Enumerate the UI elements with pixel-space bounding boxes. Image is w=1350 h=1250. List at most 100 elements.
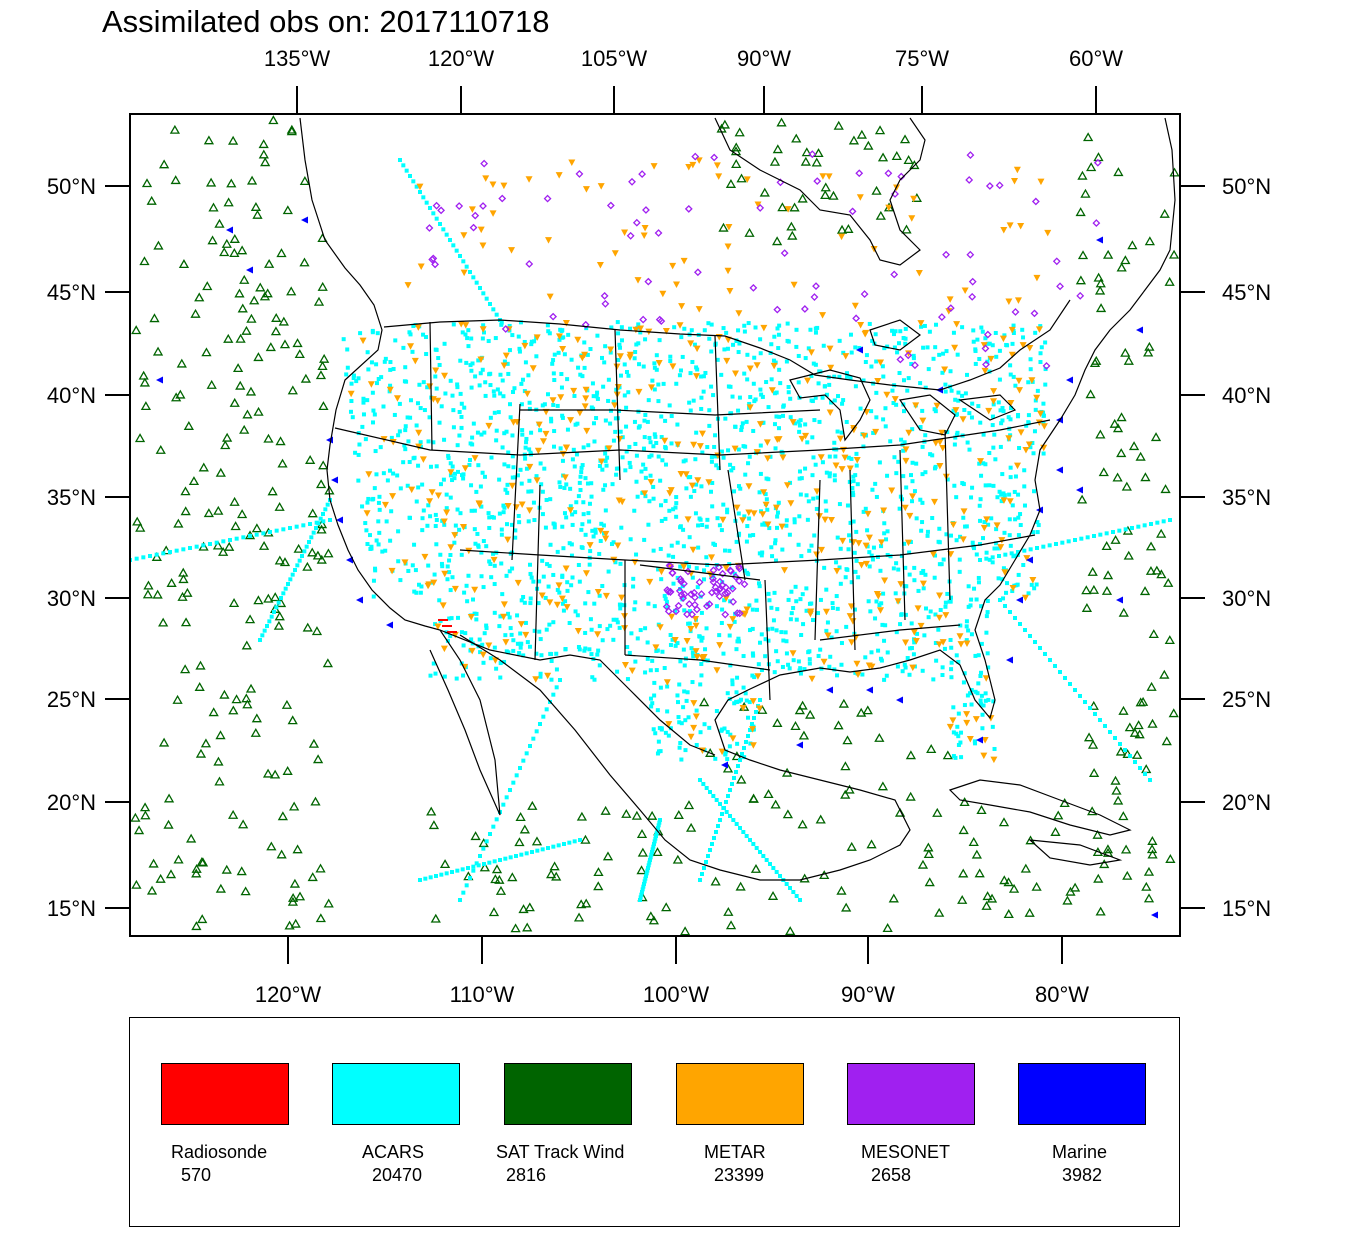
metar-marker [674, 441, 682, 449]
acars-marker [985, 359, 990, 364]
metar-marker [502, 352, 510, 360]
metar-marker [500, 182, 508, 190]
acars-marker [880, 364, 885, 369]
acars-marker [426, 563, 431, 568]
acars-marker [735, 675, 740, 680]
sat-wind-marker [789, 202, 800, 212]
acars-marker [798, 666, 803, 671]
metar-marker [485, 642, 493, 649]
acars-marker [945, 430, 950, 435]
acars-marker [498, 614, 503, 619]
acars-marker [956, 742, 961, 747]
metar-marker [885, 204, 893, 212]
acars-marker [444, 492, 449, 497]
acars-marker [581, 445, 586, 450]
acars-marker [779, 630, 784, 635]
sat-wind-marker [215, 883, 226, 893]
acars-marker [786, 597, 791, 602]
acars-marker [569, 357, 574, 362]
acars-marker [949, 645, 954, 650]
acars-marker [1026, 420, 1031, 425]
metar-marker [626, 354, 634, 361]
acars-marker [495, 387, 500, 392]
acars-marker [561, 546, 566, 551]
great-lakes [789, 319, 1017, 442]
acars-marker [410, 563, 415, 568]
sat-wind-marker [287, 715, 298, 725]
acars-marker [658, 503, 663, 508]
sat-wind-marker [785, 926, 796, 936]
acars-marker [351, 373, 356, 378]
acars-marker [873, 332, 878, 337]
acars-marker [947, 599, 952, 604]
mesonet-marker [697, 590, 706, 599]
acars-marker [968, 691, 973, 696]
sat-wind-marker [1088, 700, 1099, 710]
metar-marker [749, 726, 757, 733]
acars-marker [990, 560, 995, 565]
sat-wind-marker [1148, 629, 1159, 639]
acars-marker [470, 435, 475, 440]
acars-marker [482, 474, 487, 479]
acars-marker [570, 512, 575, 517]
metar-marker [963, 719, 971, 727]
acars-marker [661, 381, 666, 386]
acars-marker [903, 341, 908, 346]
acars-marker [451, 322, 456, 327]
acars-marker [901, 336, 906, 341]
acars-marker [557, 480, 562, 485]
sat-wind-marker [1020, 863, 1031, 873]
sat-wind-marker [836, 885, 847, 895]
acars-track-marker [650, 850, 654, 854]
acars-marker [662, 666, 667, 671]
acars-marker [484, 626, 489, 631]
mesonet-marker [543, 194, 552, 203]
acars-marker [814, 506, 819, 511]
acars-marker [463, 332, 468, 337]
metar-marker [650, 163, 658, 170]
sat-wind-marker [888, 893, 899, 903]
acars-marker [504, 573, 509, 578]
acars-marker [551, 371, 556, 376]
mesonet-marker [983, 330, 992, 339]
acars-track-marker [494, 312, 499, 317]
acars-marker [725, 507, 730, 512]
sat-wind-marker [237, 303, 248, 313]
acars-marker [747, 516, 752, 521]
cuba-caribbean [948, 779, 1132, 866]
acars-track-marker [656, 826, 660, 830]
acars-marker [920, 444, 925, 449]
metar-marker [745, 483, 753, 490]
acars-marker [560, 415, 565, 420]
acars-marker [722, 598, 727, 603]
sat-wind-marker [135, 522, 146, 532]
sat-wind-marker [968, 837, 979, 846]
acars-marker [759, 392, 764, 397]
acars-marker [750, 626, 755, 631]
acars-track-marker [404, 168, 409, 173]
acars-track-marker [1113, 736, 1117, 740]
acars-marker [920, 472, 925, 477]
acars-marker [1021, 335, 1026, 340]
acars-marker [1001, 491, 1006, 496]
acars-marker [603, 451, 608, 456]
lon-label-top: 75°W [895, 46, 949, 71]
sat-wind-marker [1062, 895, 1073, 905]
acars-marker [745, 524, 750, 529]
acars-track-marker [488, 302, 492, 306]
metar-marker [559, 450, 567, 458]
sat-wind-marker [163, 819, 174, 829]
sat-wind-marker [917, 859, 929, 869]
acars-marker [517, 520, 522, 525]
acars-marker [431, 661, 436, 666]
metar-marker [555, 582, 563, 589]
acars-track-marker [1111, 530, 1115, 534]
acars-marker [888, 439, 893, 444]
acars-marker [675, 641, 680, 646]
acars-marker [548, 542, 553, 547]
acars-marker [741, 654, 746, 659]
acars-track-marker [504, 795, 509, 800]
sat-wind-marker [214, 218, 225, 228]
sat-wind-marker [1008, 883, 1020, 893]
acars-marker [488, 371, 493, 376]
